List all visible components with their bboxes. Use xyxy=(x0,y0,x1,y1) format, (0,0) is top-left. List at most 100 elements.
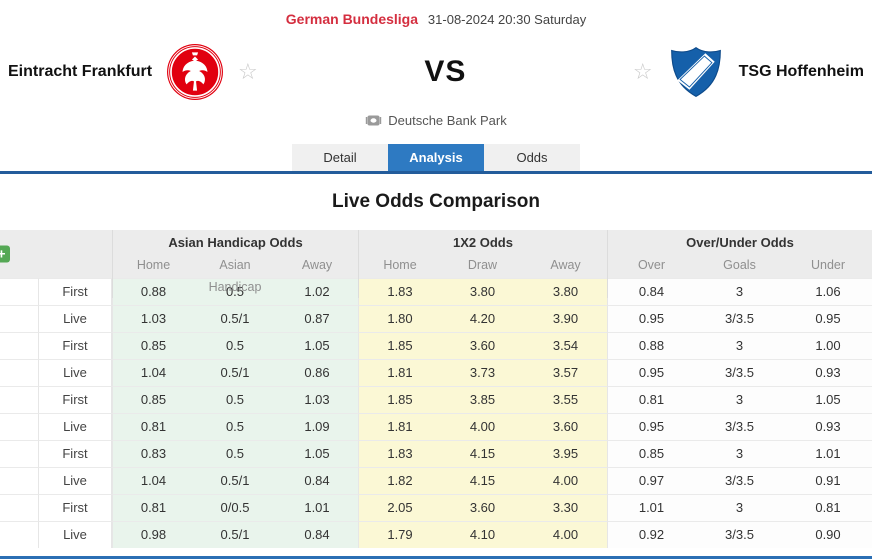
odds-value-cell: 0.83 xyxy=(112,440,194,467)
odds-row: Live 0.81 0.5 1.09 1.81 4.00 3.60 0.95 3/3.5 0.93 xyxy=(0,413,872,440)
section-title: Live Odds Comparison xyxy=(332,191,540,212)
home-team: Eintracht Frankfurt ☆ xyxy=(8,43,258,101)
venue-line: Deutsche Bank Park xyxy=(0,113,872,128)
odds-value-cell: 0.95 xyxy=(607,359,695,386)
tab-analysis[interactable]: Analysis xyxy=(388,144,484,171)
tab-detail[interactable]: Detail xyxy=(292,144,388,171)
bookmaker-cell xyxy=(0,386,38,413)
odds-value-cell: 4.00 xyxy=(524,521,607,548)
group-title-over-under: Over/Under Odds xyxy=(607,230,872,256)
bookmaker-cell xyxy=(0,440,38,467)
odds-value-cell: 0.5/1 xyxy=(194,467,276,494)
add-bookmaker-button[interactable]: + xyxy=(0,245,10,263)
odds-value-cell: 0.5 xyxy=(194,413,276,440)
odds-value-cell: 0.81 xyxy=(607,386,695,413)
bookmaker-cell xyxy=(0,305,38,332)
odds-value-cell: 1.04 xyxy=(112,467,194,494)
live-odds-table: + Asian Handicap Odds 1X2 Odds Over/Unde… xyxy=(0,230,872,548)
odds-value-cell: 1.01 xyxy=(784,440,872,467)
odds-value-cell: 3 xyxy=(695,332,784,359)
odds-value-cell: 0.84 xyxy=(607,278,695,305)
bookmaker-cell xyxy=(0,359,38,386)
odds-value-cell: 1.03 xyxy=(276,386,358,413)
odds-value-cell: 3 xyxy=(695,440,784,467)
col-header-1x2-home: Home xyxy=(358,254,441,298)
col-header-ah-home: Home xyxy=(112,254,194,298)
away-team-name: TSG Hoffenheim xyxy=(738,63,864,80)
odds-value-cell: 0.81 xyxy=(112,494,194,521)
league-line: German Bundesliga 31-08-2024 20:30 Satur… xyxy=(0,11,872,27)
odds-value-cell: 0.93 xyxy=(784,413,872,440)
odds-value-cell: 4.15 xyxy=(441,467,524,494)
odds-value-cell: 3.90 xyxy=(524,305,607,332)
odds-value-cell: 3.55 xyxy=(524,386,607,413)
bookmaker-cell xyxy=(0,494,38,521)
odds-value-cell: 3/3.5 xyxy=(695,521,784,548)
col-header-ou-goals: Goals xyxy=(723,258,756,272)
venue-name: Deutsche Bank Park xyxy=(388,113,507,128)
bookmaker-cell xyxy=(0,521,38,548)
odds-value-cell: 4.00 xyxy=(441,413,524,440)
odds-value-cell: 1.81 xyxy=(358,413,441,440)
group-header-row: Asian Handicap Odds 1X2 Odds Over/Under … xyxy=(0,230,872,256)
bottom-divider-bar xyxy=(0,556,872,559)
odds-value-cell: 0.5 xyxy=(194,440,276,467)
away-team: ☆ TSG Hoffenheim xyxy=(633,43,864,101)
odds-value-cell: 1.80 xyxy=(358,305,441,332)
odds-value-cell: 0.81 xyxy=(112,413,194,440)
odds-value-cell: 1.05 xyxy=(276,332,358,359)
odds-value-cell: 3/3.5 xyxy=(695,413,784,440)
odds-value-cell: 1.02 xyxy=(276,278,358,305)
odds-value-cell: 1.09 xyxy=(276,413,358,440)
odds-value-cell: 3.95 xyxy=(524,440,607,467)
league-name: German Bundesliga xyxy=(285,11,419,27)
kickoff-datetime: 31-08-2024 20:30 Saturday xyxy=(427,12,587,27)
odds-value-cell: 0.98 xyxy=(112,521,194,548)
odds-value-cell: 3.60 xyxy=(441,494,524,521)
favorite-star-away-icon[interactable]: ☆ xyxy=(632,59,653,84)
odds-value-cell: 3/3.5 xyxy=(695,305,784,332)
odds-value-cell: 1.03 xyxy=(112,305,194,332)
odds-value-cell: 0/0.5 xyxy=(194,494,276,521)
odds-table-header: + Asian Handicap Odds 1X2 Odds Over/Unde… xyxy=(0,230,872,298)
odds-value-cell: 1.06 xyxy=(784,278,872,305)
away-team-logo xyxy=(667,43,725,101)
odds-value-cell: 0.5 xyxy=(194,386,276,413)
col-header-ou-under: Under xyxy=(810,258,846,272)
odds-value-cell: 0.95 xyxy=(607,413,695,440)
odds-value-cell: 0.88 xyxy=(607,332,695,359)
odds-value-cell: 3.60 xyxy=(524,413,607,440)
odds-value-cell: 0.81 xyxy=(784,494,872,521)
col-header-ah-away: Away xyxy=(301,258,333,272)
stage-cell: First xyxy=(38,494,112,521)
odds-rows: First 0.88 0.5 1.02 1.83 3.80 3.80 0.84 3 1.06 Liv… xyxy=(0,278,872,548)
odds-row: First 0.85 0.5 1.03 1.85 3.85 3.55 0.81 3 1.05 xyxy=(0,386,872,413)
odds-value-cell: 3.54 xyxy=(524,332,607,359)
odds-value-cell: 1.04 xyxy=(112,359,194,386)
odds-value-cell: 0.85 xyxy=(112,332,194,359)
odds-value-cell: 1.01 xyxy=(607,494,695,521)
col-header-stage xyxy=(38,254,112,298)
odds-value-cell: 0.93 xyxy=(784,359,872,386)
group-header-spacer xyxy=(0,230,112,256)
tab-underline xyxy=(0,171,872,174)
stage-cell: First xyxy=(38,440,112,467)
odds-value-cell: 3.73 xyxy=(441,359,524,386)
col-header-ou-over: Over xyxy=(607,254,695,298)
odds-value-cell: 1.82 xyxy=(358,467,441,494)
col-header-1x2-draw: Draw xyxy=(467,258,498,272)
bookmaker-cell xyxy=(0,467,38,494)
odds-row: Live 1.04 0.5/1 0.84 1.82 4.15 4.00 0.97 3/3.5 0.… xyxy=(0,467,872,494)
vs-label: VS xyxy=(424,55,467,88)
odds-row: First 0.85 0.5 1.05 1.85 3.60 3.54 0.88 3 1.00 xyxy=(0,332,872,359)
tab-odds[interactable]: Odds xyxy=(484,144,580,171)
odds-value-cell: 3.30 xyxy=(524,494,607,521)
favorite-star-home-icon[interactable]: ☆ xyxy=(238,59,258,84)
tab-bar: Detail Analysis Odds xyxy=(0,144,872,171)
odds-value-cell: 3.60 xyxy=(441,332,524,359)
odds-value-cell: 0.87 xyxy=(276,305,358,332)
odds-value-cell: 3 xyxy=(695,386,784,413)
stage-cell: First xyxy=(38,278,112,305)
col-header-1x2-away: Away xyxy=(550,258,581,272)
stage-cell: Live xyxy=(38,467,112,494)
